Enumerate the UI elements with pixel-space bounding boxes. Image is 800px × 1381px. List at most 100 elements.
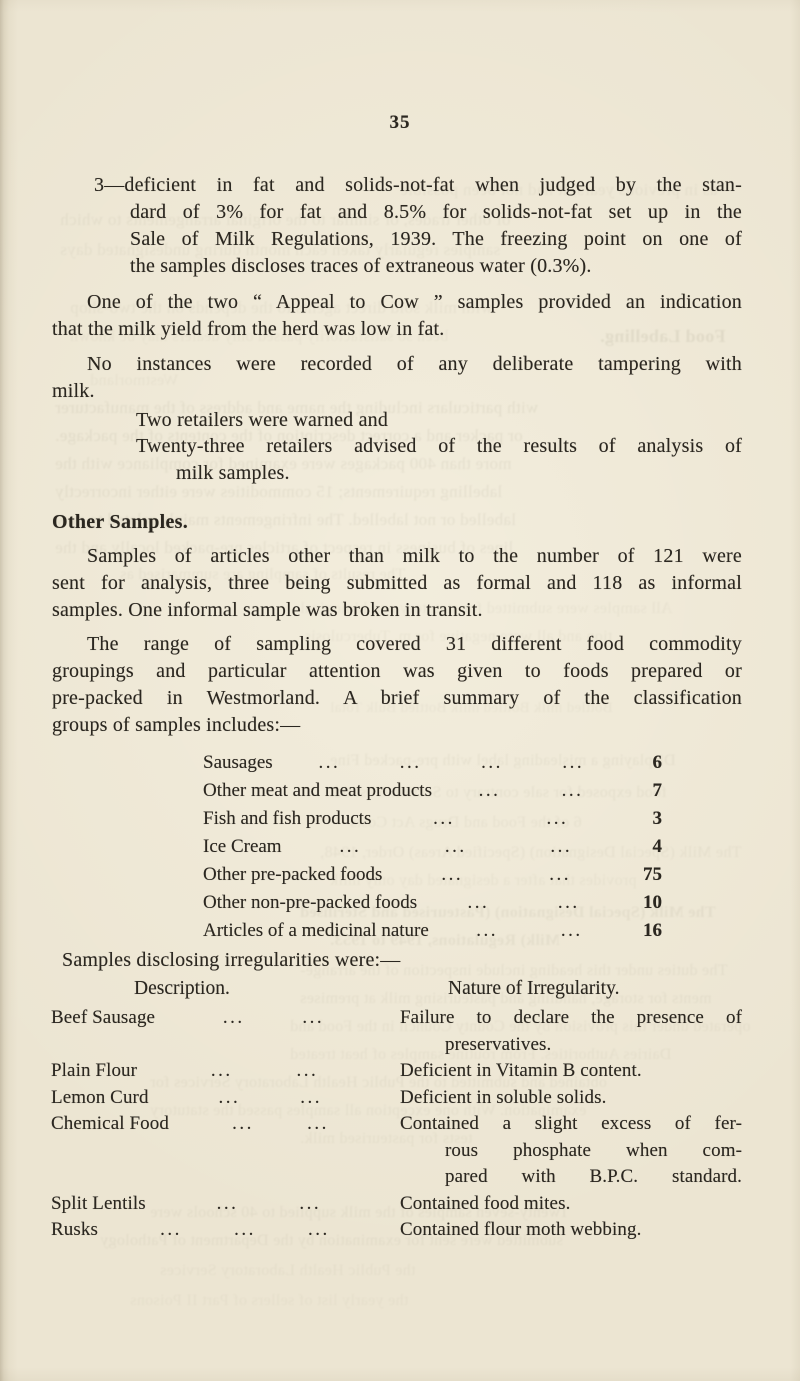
dot-leader-group: ... — [222, 1007, 245, 1028]
description-cell: Chemical Food...... — [51, 1111, 400, 1138]
list-item-label: Articles of a medicinal nature — [203, 920, 429, 941]
list-item: Fish and fish products...... 3 — [203, 805, 662, 833]
dot-leader-group: ... — [546, 808, 569, 829]
retailers-warned-line: Two retailers were warned and — [136, 407, 742, 434]
description-cell: Beef Sausage...... — [51, 1005, 400, 1032]
sample-counts-paragraph: Samples of articles other than milk to t… — [52, 543, 742, 624]
text-line: sent for analysis, three being submitted… — [52, 572, 742, 594]
description-cell: Rusks......... — [51, 1217, 400, 1244]
sampling-range-paragraph: The range of sampling covered 31 differe… — [52, 631, 742, 739]
dot-leader-group: ... — [216, 1192, 239, 1214]
text-line: Twenty-three retailers advised of the re… — [136, 435, 742, 457]
dot-leader-group: ... — [296, 1060, 319, 1081]
description-label: Chemical Food — [51, 1113, 169, 1134]
text-line: groups of samples includes:— — [52, 714, 301, 736]
bleedthrough-text: the yearly list of sellers of Part II Po… — [130, 1292, 409, 1309]
irregularity-cell: Contained flour moth webbing. — [400, 1217, 742, 1244]
dot-leaders: ...... — [149, 1085, 400, 1112]
dot-leader-group: ... — [399, 752, 422, 773]
dot-leader-group: ... — [557, 892, 580, 913]
irregularity-cell: Contained food mites. — [400, 1191, 742, 1218]
appeal-to-cow-paragraph: One of the two “ Appeal to Cow ” samples… — [52, 289, 742, 343]
dot-leader-group: ... — [299, 1192, 322, 1214]
dot-leader-group: ... — [210, 1060, 233, 1081]
dot-leader-group: ... — [339, 836, 362, 857]
dot-leader-group: ... — [562, 752, 585, 773]
dot-leaders: ...... — [155, 1005, 400, 1032]
list-item: Articles of a medicinal nature...... 16 — [203, 917, 662, 945]
description-cell: Lemon Curd...... — [51, 1085, 400, 1112]
irregularity-cell: Deficient in soluble solids. — [400, 1085, 742, 1112]
milk-deficiency-paragraph: 3—deficient in fat and solids-not-fat wh… — [94, 172, 742, 280]
irregularity-cell: Failure to declare the presence of preser… — [400, 1005, 742, 1058]
dot-leader-group: ... — [444, 836, 467, 857]
list-item-label: Ice Cream — [203, 836, 282, 857]
list-item-value: 3 — [652, 808, 663, 829]
list-item-value: 75 — [643, 864, 662, 885]
other-samples-heading: Other Samples. — [52, 511, 189, 533]
classification-list: Sausages............ 6 Other meat and meat… — [203, 749, 662, 945]
list-item: Other pre-packed foods...... 75 — [203, 861, 662, 889]
dot-leader-group: ... — [549, 864, 571, 885]
dot-leaders: ...... — [169, 1111, 400, 1138]
description-label: Rusks — [51, 1219, 98, 1240]
text-line: the samples discloses traces of extraneo… — [130, 255, 592, 277]
dot-leader-group: ... — [441, 864, 464, 885]
table-row: Beef Sausage...... Failure to declare the… — [51, 1005, 742, 1058]
dot-leader-group: ... — [478, 780, 501, 801]
dot-leaders: ...... — [429, 917, 630, 945]
no-tampering-paragraph: No instances were recorded of any delibe… — [52, 351, 742, 405]
list-item-label: Fish and fish products — [203, 808, 372, 829]
irregularity-line: Deficient in Vitamin B content. — [400, 1060, 642, 1081]
dot-leader-group: ... — [318, 752, 341, 773]
text-line: Sale of Milk Regulations, 1939. The free… — [130, 228, 742, 250]
table-row: Rusks......... Contained flour moth webbi… — [51, 1217, 742, 1244]
irregularities-intro: Samples disclosing irregularities were:— — [62, 947, 742, 974]
irregularity-cell: Deficient in Vitamin B content. — [400, 1058, 742, 1085]
irregularity-line: Contained flour moth webbing. — [400, 1219, 642, 1240]
table-row: Plain Flour...... Deficient in Vitamin B … — [51, 1058, 742, 1085]
list-item: Other non-pre-packed foods...... 10 — [203, 889, 662, 917]
dot-leaders: ...... — [417, 889, 630, 917]
dot-leader-group: ... — [300, 1086, 323, 1108]
dot-leaders: ...... — [382, 861, 630, 889]
irregularity-cell: Contained a slight excess of fer-rous ph… — [400, 1111, 742, 1191]
irregularity-line: Deficient in soluble solids. — [400, 1086, 607, 1108]
text-line: pre-packed in Westmorland. A brief summa… — [52, 687, 742, 709]
list-item-label: Sausages — [203, 752, 273, 773]
dot-leader-group: ... — [561, 780, 584, 801]
list-item-value: 10 — [643, 892, 662, 913]
list-item: Sausages............ 6 — [203, 749, 662, 777]
text-line: samples. One informal sample was broken … — [52, 599, 483, 621]
text-line: that the milk yield from the herd was lo… — [52, 318, 445, 340]
dot-leader-group: ... — [467, 892, 490, 913]
description-label: Plain Flour — [51, 1060, 138, 1081]
dot-leader-group: ... — [481, 752, 503, 773]
description-label: Beef Sausage — [51, 1007, 156, 1028]
irregularity-line: rous phosphate when com- — [445, 1139, 742, 1161]
dot-leaders: ............ — [273, 749, 630, 777]
text-line: Two retailers were warned and — [136, 409, 389, 431]
dot-leader-group: ... — [232, 1113, 254, 1134]
text-line: One of the two “ Appeal to Cow ” samples… — [87, 291, 742, 313]
irregularities-table: Beef Sausage...... Failure to declare the… — [51, 1005, 742, 1244]
list-item: Ice Cream......... 4 — [203, 833, 662, 861]
dot-leaders: ...... — [146, 1191, 400, 1218]
list-item-label: Other non-pre-packed foods — [203, 892, 418, 913]
dot-leader-group: ... — [476, 920, 498, 941]
text-line: 3—deficient in fat and solids-not-fat wh… — [94, 174, 742, 196]
description-label: Lemon Curd — [51, 1086, 149, 1108]
text-line: Samples of articles other than milk to t… — [87, 545, 742, 567]
table-header-irregularity: Nature of Irregularity. — [448, 978, 620, 999]
dot-leader-group: ... — [308, 1219, 330, 1240]
dot-leaders: ...... — [137, 1058, 400, 1085]
dot-leaders: ...... — [371, 805, 630, 833]
list-item-label: Other meat and meat products — [203, 780, 432, 801]
dot-leader-group: ... — [160, 1219, 182, 1240]
dot-leader-group: ... — [234, 1219, 256, 1240]
irregularity-line: preservatives. — [445, 1033, 552, 1055]
dot-leader-group: ... — [307, 1113, 329, 1134]
irregularity-line: Contained food mites. — [400, 1192, 571, 1214]
irregularity-line: pared with B.P.C. standard. — [445, 1166, 742, 1187]
